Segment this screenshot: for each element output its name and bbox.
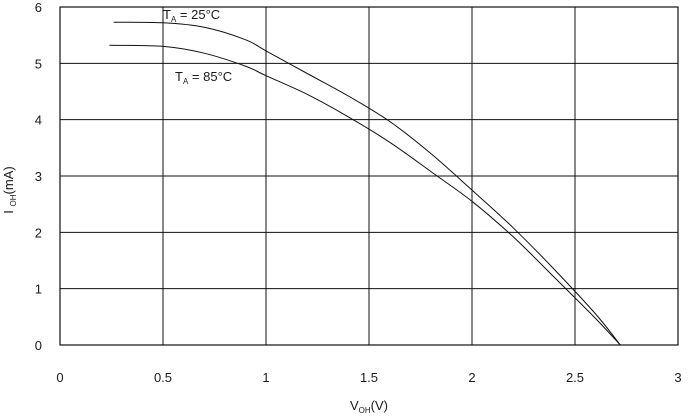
y-tick-label: 3 [35, 169, 42, 184]
x-tick-label: 2 [468, 370, 475, 385]
x-tick-label: 2.5 [566, 370, 584, 385]
tick-labels: 0 0.5 1 1.5 2 2.5 3 0 1 2 3 4 5 6 [35, 0, 682, 385]
x-axis-label: VOH(V) [350, 398, 388, 415]
x-tick-label: 3 [674, 370, 681, 385]
series-label-25c: TA = 25°C [163, 7, 220, 24]
series-layer [109, 21, 621, 346]
x-tick-label: 0 [56, 370, 63, 385]
x-tick-label: 1.5 [360, 370, 378, 385]
y-tick-label: 5 [35, 56, 42, 71]
y-tick-label: 2 [35, 225, 42, 240]
x-tick-label: 0.5 [154, 370, 172, 385]
series-line-85c [109, 44, 621, 346]
y-axis-label: I OH(mA) [1, 166, 18, 213]
grid [60, 7, 678, 345]
series-line-25c [113, 21, 621, 346]
y-tick-label: 6 [35, 0, 42, 15]
plot-frame [59, 6, 679, 346]
y-tick-label: 0 [35, 338, 42, 353]
x-tick-label: 1 [262, 370, 269, 385]
y-tick-label: 4 [35, 113, 42, 128]
series-label-85c: TA = 85°C [175, 69, 232, 86]
y-tick-label: 1 [35, 282, 42, 297]
